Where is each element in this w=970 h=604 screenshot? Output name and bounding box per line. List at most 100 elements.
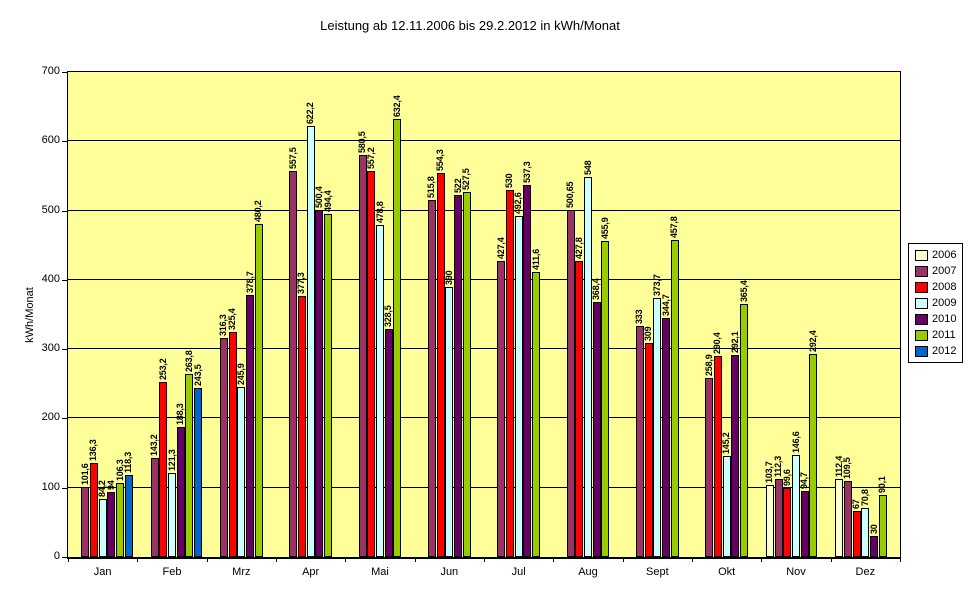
bar-2008-Okt — [713, 355, 722, 557]
bar-2009-Jun — [445, 286, 454, 557]
y-tick — [62, 141, 67, 143]
legend: 2006 2007 2008 2009 2010 2011 2012 — [908, 243, 964, 363]
legend-label: 2011 — [932, 329, 956, 341]
bar-2010-Jan — [107, 491, 116, 557]
bar-value-label: 622,2 — [305, 102, 316, 124]
bar-value-label: 368,4 — [591, 278, 602, 300]
x-tick — [137, 558, 138, 562]
x-tick — [276, 558, 277, 562]
legend-item-2008: 2008 — [915, 281, 956, 293]
bar-2009-Apr — [306, 125, 315, 557]
bar-2009-Dez — [861, 507, 870, 557]
bar-value-label: 344,7 — [660, 294, 671, 317]
x-tick — [761, 558, 762, 562]
bar-value-label: 94,7 — [799, 472, 810, 490]
legend-label: 2006 — [932, 249, 957, 261]
bar-2008-Mai — [367, 170, 376, 557]
y-tick-label: 100 — [41, 480, 60, 493]
bar-value-label: 253,2 — [157, 358, 168, 380]
legend-item-2009: 2009 — [915, 297, 956, 309]
bar-2010-Apr — [315, 210, 324, 557]
legend-item-2012: 2012 — [915, 345, 956, 357]
bar-2010-Okt — [731, 354, 740, 557]
bar-2009-Feb — [168, 472, 176, 557]
legend-swatch — [915, 345, 928, 357]
x-category-label: Aug — [578, 566, 598, 578]
legend-item-2007: 2007 — [915, 265, 956, 277]
gridline — [68, 140, 900, 142]
bar-value-label: 557,5 — [287, 147, 298, 169]
bar-2008-Jan — [89, 462, 98, 557]
bar-2009-Mai — [376, 225, 384, 557]
bar-value-label: 494,4 — [322, 190, 333, 213]
bar-2010-Jul — [523, 184, 532, 557]
legend-swatch — [915, 249, 928, 261]
bar-value-label: 290,4 — [712, 332, 723, 354]
x-category-label: Jul — [511, 566, 526, 578]
bar-value-label: 411,6 — [530, 248, 541, 270]
bar-value-label: 377,3 — [296, 272, 307, 294]
y-tick — [62, 487, 67, 489]
bar-2011-Mrz — [254, 224, 263, 557]
bar-2011-Aug — [601, 241, 610, 557]
bar-value-label: 94 — [105, 480, 116, 490]
x-category-label: Mai — [371, 566, 389, 578]
gridline — [68, 348, 900, 350]
bar-2010-Mai — [384, 329, 393, 557]
bar-2011-Jun — [462, 191, 471, 557]
bar-2009-Jan — [98, 498, 107, 557]
bar-value-label: 373,7 — [651, 274, 662, 297]
bar-value-label: 492,6 — [513, 192, 524, 214]
bar-value-label: 554,3 — [435, 149, 446, 171]
bar-2011-Dez — [878, 494, 887, 557]
bar-2009-Okt — [722, 456, 731, 557]
y-tick — [62, 557, 67, 558]
legend-label: 2010 — [932, 313, 957, 325]
y-tick-label: 200 — [41, 411, 60, 424]
bar-2008-Mrz — [228, 331, 237, 557]
y-tick-label: 600 — [41, 134, 60, 147]
bar-value-label: 292,1 — [729, 331, 740, 353]
y-tick-label: 700 — [41, 65, 60, 77]
bar-2008-Feb — [159, 381, 168, 557]
legend-label: 2012 — [932, 345, 957, 357]
bar-2010-Sept — [662, 318, 671, 557]
bar-2012-Feb — [194, 388, 203, 557]
bar-2007-Jul — [497, 260, 506, 557]
legend-item-2010: 2010 — [915, 313, 956, 325]
y-axis-title: kWh/Monat — [24, 287, 36, 343]
bar-2007-Mai — [358, 154, 367, 557]
bar-value-label: 90,1 — [877, 475, 888, 493]
y-tick — [62, 279, 67, 281]
y-tick — [62, 349, 67, 351]
legend-swatch — [915, 329, 928, 341]
x-category-label: Nov — [786, 566, 806, 578]
bar-value-label: 325,4 — [227, 308, 238, 330]
bar-value-label: 427,8 — [573, 237, 584, 259]
legend-swatch — [915, 313, 928, 325]
bar-value-label: 378,7 — [244, 271, 255, 293]
bar-value-label: 427,4 — [495, 237, 506, 259]
x-category-label: Apr — [302, 566, 320, 578]
x-tick — [692, 558, 693, 562]
bar-value-label: 70,8 — [859, 489, 870, 506]
bar-value-label: 328,5 — [383, 305, 394, 328]
bar-2006-Nov — [765, 485, 774, 557]
bar-2009-Mrz — [237, 386, 246, 557]
bar-value-label: 109,5 — [842, 457, 853, 480]
y-tick-label: 0 — [53, 550, 60, 562]
bar-2010-Nov — [800, 491, 809, 557]
chart-title: Leistung ab 12.11.2006 bis 29.2.2012 in … — [320, 18, 620, 33]
bar-value-label: 143,2 — [149, 434, 160, 456]
bar-2006-Dez — [835, 479, 844, 557]
legend-swatch — [915, 265, 928, 277]
x-category-label: Feb — [162, 566, 182, 578]
bar-2011-Okt — [740, 303, 749, 557]
bar-2007-Mrz — [219, 337, 228, 557]
x-category-label: Okt — [718, 566, 736, 578]
bar-2009-Nov — [792, 455, 800, 557]
bar-value-label: 500,65 — [565, 181, 576, 209]
legend-swatch — [915, 297, 928, 309]
bar-value-label: 557,2 — [365, 147, 376, 169]
bar-2010-Mrz — [246, 294, 255, 557]
